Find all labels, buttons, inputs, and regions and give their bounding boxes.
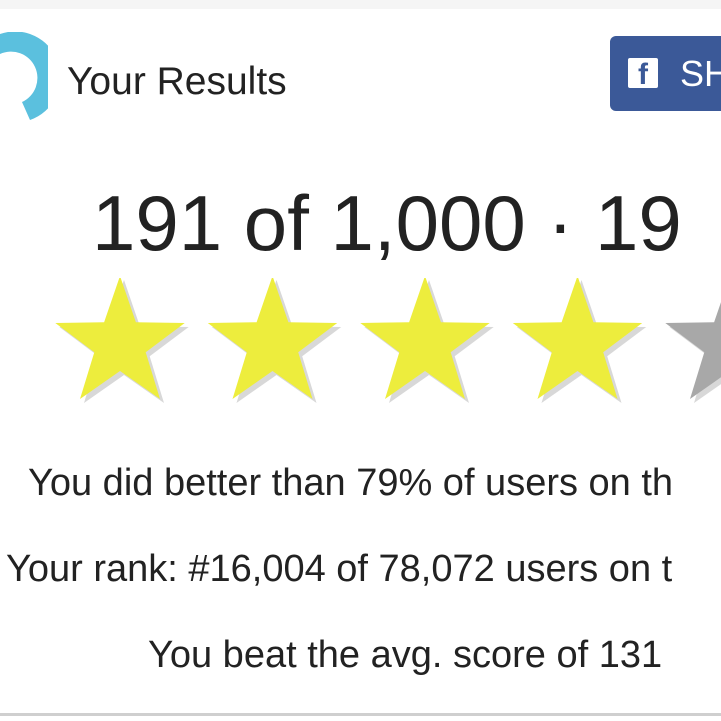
star-filled-icon [55,278,185,399]
top-strip [0,0,721,9]
page-title: Your Results [67,60,287,103]
star-filled-icon [512,278,643,399]
logo-icon [0,32,48,120]
rank-text: Your rank: #16,004 of 78,072 users on t [6,548,673,590]
score-text: 191 of 1,000 · 19 [92,179,682,267]
star-rating [55,278,721,403]
facebook-icon: f [628,58,658,88]
star-filled-icon [360,278,490,399]
share-label: SH [680,53,721,94]
facebook-share-button[interactable]: f SH [610,36,721,111]
star-filled-icon [207,278,338,399]
better-than-text: You did better than 79% of users on th [28,462,674,504]
star-empty-icon [665,302,721,399]
avg-score-text: You beat the avg. score of 131 [148,634,663,676]
bottom-divider [0,713,721,716]
